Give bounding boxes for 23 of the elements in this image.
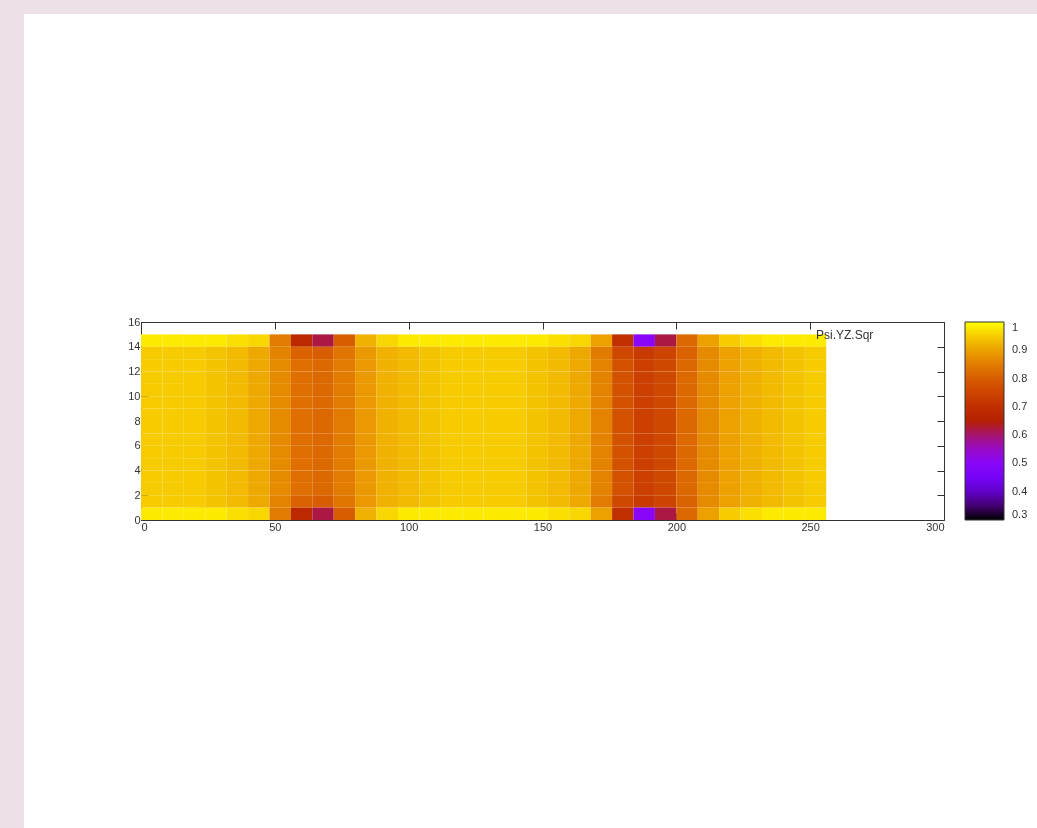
y-tick-label: 12 [128,365,141,377]
color-bar-label: 0.9 [1012,343,1028,356]
color-bar-label: 0.5 [1012,456,1028,469]
y-tick-label: 6 [134,439,141,452]
y-tick-label: 16 [128,315,141,328]
y-tick-label: 4 [134,464,141,476]
x-tick-label: 100 [399,520,419,533]
color-bar-label: 0.7 [1012,399,1028,412]
y-tick-label: 10 [128,389,141,402]
y-tick-label: 14 [128,340,141,353]
color-bar-label: 0.4 [1012,484,1028,497]
color-bar-label: 0.8 [1012,371,1028,384]
annotation: Psi.YZ.Sqr [816,328,874,342]
x-tick-label: 300 [926,520,945,533]
x-tick-label: 150 [533,520,553,533]
y-tick-label: 2 [134,488,141,501]
x-tick-label: 200 [667,520,687,533]
color-bar-label: 0.3 [1012,508,1028,520]
color-bar-label: 0.6 [1012,428,1028,441]
x-tick-label: 50 [269,520,282,533]
color-bar-label: 1 [1012,321,1019,333]
x-tick-label: 250 [801,520,820,533]
y-tick-label: 8 [134,414,141,427]
